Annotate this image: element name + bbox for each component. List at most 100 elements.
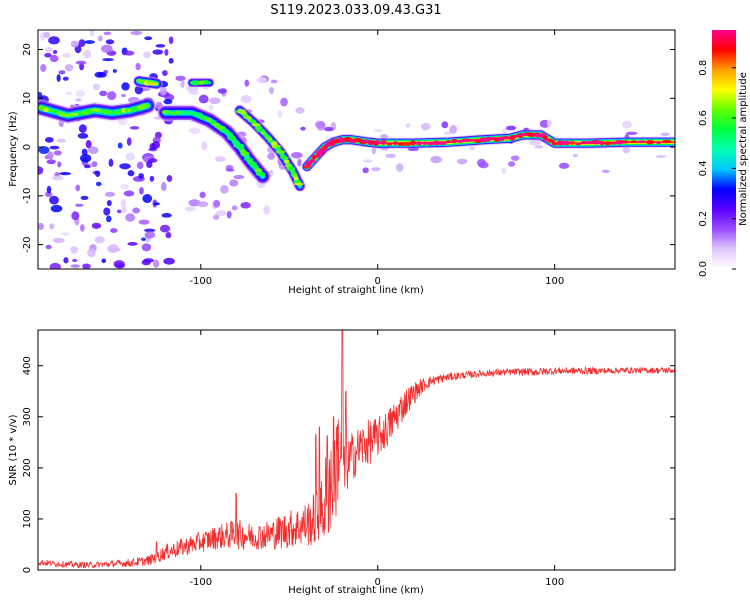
heatmap-blob <box>422 141 428 145</box>
heatmap-speckle <box>38 146 50 154</box>
heatmap-blob <box>293 182 304 186</box>
heatmap-speckle <box>268 87 274 95</box>
heatmap-speckle <box>56 74 61 82</box>
heatmap-speckle <box>263 205 271 215</box>
heatmap-speckle <box>75 184 81 192</box>
heatmap-speckle <box>121 205 127 214</box>
heatmap-speckle <box>215 156 226 163</box>
heatmap-speckle <box>44 53 52 58</box>
heatmap-speckle <box>197 201 209 208</box>
heatmap-speckle <box>244 79 250 87</box>
heatmap-speckle <box>83 164 91 169</box>
heatmap-speckle <box>109 228 118 233</box>
heatmap-blob <box>275 150 286 154</box>
heatmap-speckle <box>127 241 138 246</box>
heatmap-blob <box>167 110 173 114</box>
heatmap-speckle <box>142 194 153 204</box>
heatmap-speckle <box>49 145 60 150</box>
heatmap-blob <box>161 109 170 115</box>
heatmap-speckle <box>72 258 78 263</box>
heatmap-speckle <box>161 181 167 191</box>
spectrogram-y-tick-label: -10 <box>22 188 33 204</box>
heatmap-speckle <box>51 175 64 181</box>
heatmap-speckle <box>625 131 638 135</box>
heatmap-speckle <box>546 119 553 128</box>
heatmap-speckle <box>135 62 141 71</box>
spectrogram-heatmap <box>38 30 675 269</box>
heatmap-speckle <box>63 257 69 264</box>
heatmap-speckle <box>85 140 92 149</box>
heatmap-speckle <box>108 158 114 167</box>
heatmap-speckle <box>138 219 150 225</box>
heatmap-speckle <box>185 206 196 212</box>
heatmap-blob <box>275 147 282 151</box>
heatmap-speckle <box>123 190 135 197</box>
heatmap-blob <box>415 141 423 146</box>
colorbar-tick-label: 0.0 <box>698 261 709 277</box>
heatmap-speckle <box>57 161 62 168</box>
snr-y-tick-label: 100 <box>22 509 33 528</box>
snr-panel: -100 0 100 0 100 200 300 400 Height of straigh… <box>8 329 676 596</box>
snr-x-tick-label: 0 <box>375 577 381 588</box>
heatmap-speckle <box>151 141 161 149</box>
snr-y-axis: 0 100 200 300 400 <box>22 356 675 573</box>
spectrogram-x-tick-label: 100 <box>545 276 564 287</box>
heatmap-speckle <box>74 203 84 207</box>
colorbar-tick-label: 0.8 <box>698 60 709 76</box>
heatmap-speckle <box>80 195 89 201</box>
heatmap-blob <box>139 103 150 109</box>
heatmap-speckle <box>188 89 199 96</box>
heatmap-blob <box>310 158 316 162</box>
heatmap-blob <box>615 139 624 145</box>
heatmap-speckle <box>95 181 102 187</box>
heatmap-speckle <box>144 231 156 239</box>
heatmap-speckle <box>225 168 235 172</box>
heatmap-speckle <box>469 146 476 151</box>
heatmap-speckle <box>163 257 175 265</box>
spectrogram-y-tick-label: 10 <box>22 92 33 105</box>
figure-title: S119.2023.033.09.43.G31 <box>270 3 441 18</box>
heatmap-speckle <box>44 136 54 143</box>
heatmap-speckle <box>80 153 92 163</box>
heatmap-speckle <box>94 71 104 78</box>
heatmap-speckle <box>58 70 66 75</box>
snr-x-axis: -100 0 100 <box>189 330 564 588</box>
heatmap-speckle <box>213 214 220 220</box>
colorbar: 0.0 0.2 0.4 0.6 0.8 Normalized spectral ampl… <box>698 30 749 277</box>
heatmap-speckle <box>208 104 214 111</box>
heatmap-blob <box>427 141 435 146</box>
heatmap-speckle <box>59 172 72 176</box>
heatmap-speckle <box>120 183 129 190</box>
heatmap-speckle <box>100 44 113 53</box>
heatmap-blob <box>655 141 662 145</box>
heatmap-speckle <box>297 158 302 167</box>
heatmap-speckle <box>98 35 103 42</box>
heatmap-speckle <box>601 169 610 173</box>
heatmap-speckle <box>87 146 99 155</box>
heatmap-speckle <box>52 237 65 244</box>
heatmap-speckle <box>79 223 85 232</box>
heatmap-speckle <box>127 170 135 177</box>
snr-y-tick-label: 400 <box>22 356 33 375</box>
heatmap-speckle <box>152 259 160 268</box>
heatmap-speckle <box>105 39 115 45</box>
heatmap-speckle <box>201 141 208 151</box>
heatmap-speckle <box>510 155 520 161</box>
heatmap-speckle <box>141 237 146 241</box>
heatmap-speckle <box>81 148 88 156</box>
heatmap-speckle <box>270 79 278 84</box>
heatmap-speckle <box>91 222 102 229</box>
heatmap-speckle <box>130 30 143 36</box>
heatmap-speckle <box>99 90 108 97</box>
heatmap-blob <box>243 158 254 162</box>
heatmap-speckle <box>143 51 151 59</box>
heatmap-speckle <box>126 137 132 146</box>
heatmap-speckle <box>114 262 125 269</box>
heatmap-speckle <box>129 126 140 130</box>
heatmap-blob <box>445 140 452 143</box>
heatmap-blob <box>148 82 159 86</box>
heatmap-speckle <box>62 76 69 81</box>
heatmap-speckle <box>125 213 136 222</box>
heatmap-speckle <box>188 127 201 135</box>
